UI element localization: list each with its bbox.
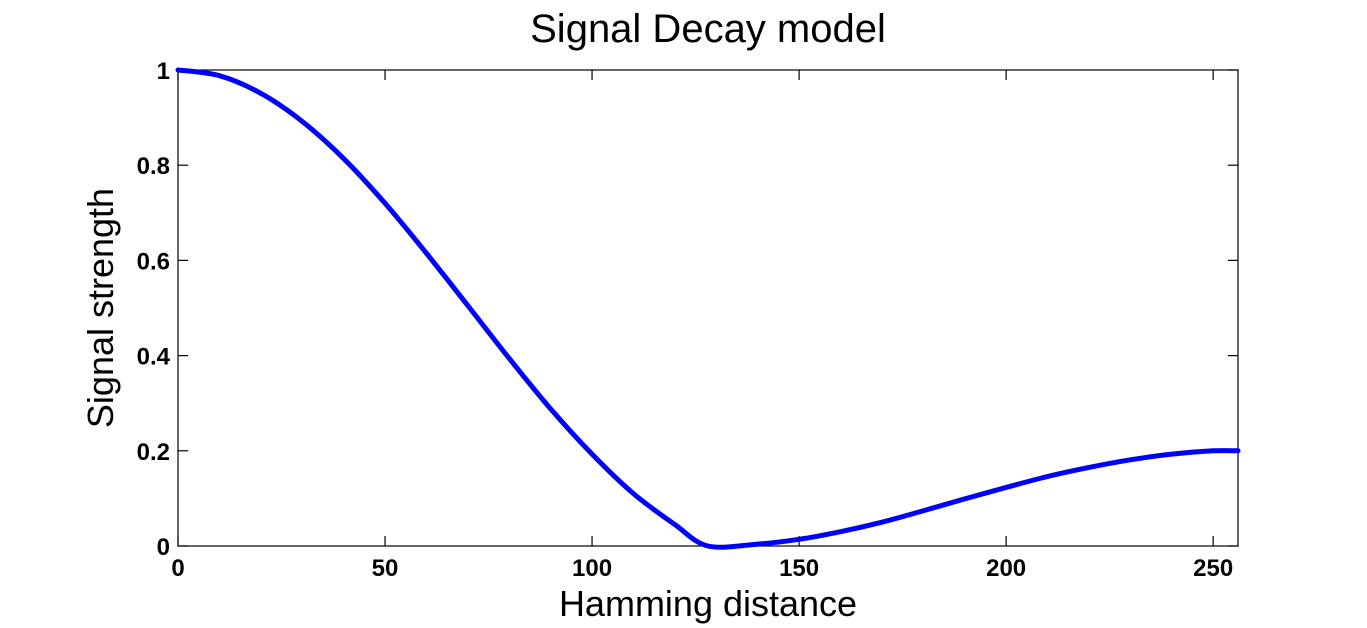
x-tick-label: 150 [779,555,819,582]
x-tick-label: 100 [572,555,612,582]
x-tick-label: 200 [986,555,1026,582]
y-axis-label: Signal strength [80,188,121,428]
y-tick-label: 0 [157,534,170,561]
x-tick-label: 50 [372,555,399,582]
y-tick-label: 0.8 [137,153,170,180]
y-tick-label: 0.4 [137,344,171,371]
axis-ticks: 0 50 100 150 200 250 0 0.2 0.4 0.6 0.8 1 [137,58,1238,582]
signal-strength-line [175,67,1241,550]
y-tick-label: 0.2 [137,439,170,466]
y-tick-label: 0.6 [137,248,170,275]
x-tick-label: 250 [1193,555,1233,582]
series-layer [175,67,1241,550]
x-tick-label: 0 [171,555,184,582]
x-axis-label: Hamming distance [559,583,857,624]
plot-area [177,69,1239,547]
y-tick-label: 1 [157,58,170,85]
chart-title: Signal Decay model [530,7,886,51]
